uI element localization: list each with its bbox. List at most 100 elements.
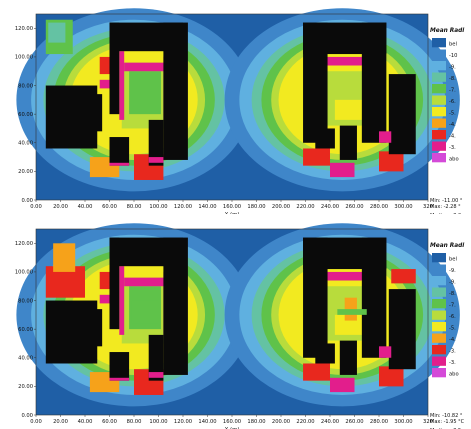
legend-label: -6.: [449, 314, 456, 320]
legend-swatch: [432, 107, 446, 117]
heatmap-field: [16, 8, 460, 200]
building: [85, 309, 103, 347]
legend-label: -3.: [449, 348, 456, 354]
stat-max: Max: -1.95 °C: [430, 419, 465, 425]
legend-swatch: [432, 287, 446, 297]
legend-label: -4.: [449, 122, 456, 128]
hot-zone: [379, 366, 404, 387]
y-tick-label: 0.00: [21, 413, 33, 419]
building: [109, 22, 120, 115]
x-tick-label: 240.00: [321, 419, 339, 425]
x-tick-label: 60.00: [102, 419, 117, 425]
legend-label: -3.: [449, 360, 456, 366]
courtyard-inner: [131, 300, 159, 324]
x-tick-label: 160.00: [223, 419, 241, 425]
stat-min: Min: -10.82 °: [430, 413, 463, 419]
legend-swatch: [432, 299, 446, 309]
legend-swatch: [432, 153, 446, 163]
legend-title: Mean Radi: [430, 28, 465, 34]
y-tick-label: 0.00: [21, 198, 33, 204]
stat-min: Min: -11.00 °: [430, 198, 463, 204]
magenta-edge: [124, 62, 166, 72]
magenta-edge: [330, 162, 355, 178]
y-tick-label: 120.00: [15, 241, 33, 247]
x-tick-label: 100.00: [149, 419, 167, 425]
legend-label: -9.: [449, 268, 456, 274]
legend-swatch: [432, 345, 446, 355]
x-tick-label: 300.00: [394, 204, 412, 210]
legend-swatch: [432, 72, 446, 82]
legend-swatch: [432, 333, 446, 343]
legend-swatch: [432, 276, 446, 286]
heatmap-chart-bottom: 0.00 20.00 40.00 60.00 80.00 100.00 120.00 140.…: [15, 223, 465, 429]
y-tick-label: 20.00: [18, 169, 33, 175]
x-tick-label: 140.00: [198, 419, 216, 425]
heatmap-panel-bottom: 0.00 20.00 40.00 60.00 80.00 100.00 120.00 140.…: [0, 215, 471, 429]
legend-label: -4.: [449, 133, 456, 139]
magenta-edge: [109, 377, 130, 381]
x-tick-label: 20.00: [53, 419, 68, 425]
magenta-edge: [99, 79, 110, 89]
y-tick-label: 100.00: [15, 270, 33, 276]
building: [361, 22, 387, 143]
legend-label: abo: [449, 371, 459, 377]
x-tick-label: 280.00: [370, 419, 388, 425]
x-tick-label: 0.00: [30, 419, 42, 425]
x-tick-label: 60.00: [102, 204, 117, 210]
legend-label: -8.: [449, 76, 456, 82]
hot-zone: [391, 269, 416, 284]
y-tick-label: 80.00: [18, 298, 33, 304]
legend-swatch: [432, 61, 446, 71]
legend-swatch: [432, 310, 446, 320]
x-tick-label: 200.00: [272, 419, 290, 425]
heatmap-chart-top: 0.00 20.00 40.00 60.00 80.00 100.00 120.00 140.…: [15, 8, 465, 214]
x-tick-label: 160.00: [223, 204, 241, 210]
building: [163, 22, 188, 160]
hot-zone: [53, 243, 76, 272]
legend-label: -7.: [449, 87, 456, 93]
magenta-edge: [330, 377, 355, 393]
x-tick-label: 300.00: [394, 419, 412, 425]
x-tick-label: 20.00: [53, 204, 68, 210]
y-tick-label: 100.00: [15, 55, 33, 61]
legend-swatch: [432, 38, 446, 48]
y-tick-label: 120.00: [15, 26, 33, 32]
legend-label: -5.: [449, 325, 456, 331]
hot-zone: [303, 363, 330, 381]
legend-label: -6.: [449, 99, 456, 105]
magenta-edge: [119, 51, 125, 120]
x-tick-label: 120.00: [174, 419, 192, 425]
x-tick-label: 220.00: [296, 204, 314, 210]
magenta-edge: [148, 372, 164, 378]
y-tick-label: 80.00: [18, 83, 33, 89]
x-tick-label: 0.00: [30, 204, 42, 210]
x-tick-label: 200.00: [272, 204, 290, 210]
legend-swatch: [432, 141, 446, 151]
building: [361, 237, 387, 358]
x-tick-label: 80.00: [127, 419, 142, 425]
legend-swatch: [432, 322, 446, 332]
x-tick-label: 100.00: [149, 204, 167, 210]
legend-label: -7.: [449, 302, 456, 308]
magenta-edge: [148, 157, 164, 163]
legend-label: abo: [449, 156, 459, 162]
legend-label: bel: [449, 256, 457, 262]
magenta-edge: [379, 131, 392, 143]
hot-zone: [379, 151, 404, 172]
x-tick-label: 40.00: [78, 419, 93, 425]
legend: Mean Radi bel -10 -9. -8. -7. -6. -5. -4. -4. -3. a…: [430, 28, 465, 163]
magenta-edge: [325, 271, 372, 281]
courtyard-inner: [129, 71, 161, 115]
legend-label: -9.: [449, 64, 456, 70]
legend-title: Mean Radi: [430, 243, 465, 249]
x-tick-label: 120.00: [174, 204, 192, 210]
magenta-edge: [119, 266, 125, 335]
legend-label: -4.: [449, 337, 456, 343]
y-tick-label: 40.00: [18, 356, 33, 362]
legend-label: -5.: [449, 110, 456, 116]
legend-label: bel: [449, 41, 457, 47]
heatmap-field: [16, 223, 460, 415]
legend-swatch: [432, 356, 446, 366]
building: [148, 119, 164, 166]
legend-swatch: [432, 49, 446, 59]
